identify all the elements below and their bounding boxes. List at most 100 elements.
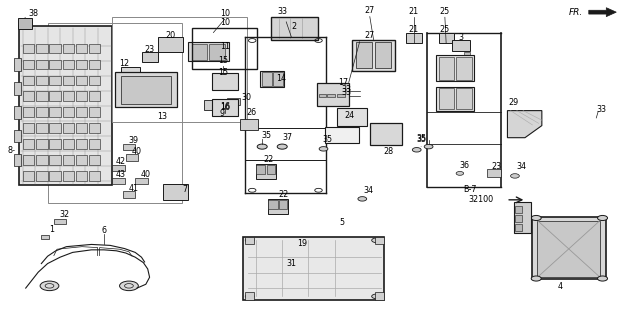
Bar xyxy=(439,57,455,80)
Bar xyxy=(89,60,100,69)
Circle shape xyxy=(125,284,134,288)
Bar xyxy=(112,165,125,171)
Bar xyxy=(63,76,74,85)
Circle shape xyxy=(285,252,295,258)
Bar xyxy=(89,92,100,101)
Bar xyxy=(48,23,182,203)
Text: 16: 16 xyxy=(219,103,229,112)
Bar xyxy=(439,33,455,43)
Bar xyxy=(436,87,473,111)
Text: 43: 43 xyxy=(116,170,126,179)
Bar xyxy=(23,44,34,53)
Bar xyxy=(89,155,100,165)
Bar xyxy=(188,42,229,61)
Circle shape xyxy=(531,215,541,220)
Text: 16: 16 xyxy=(219,102,229,111)
Bar xyxy=(63,92,74,101)
Text: 5: 5 xyxy=(340,218,345,227)
Bar xyxy=(36,76,48,85)
Bar xyxy=(515,224,522,231)
Text: 6: 6 xyxy=(102,226,107,235)
Circle shape xyxy=(358,197,367,201)
Bar xyxy=(356,42,372,68)
Circle shape xyxy=(120,281,139,291)
Polygon shape xyxy=(507,111,542,138)
Bar xyxy=(515,206,522,213)
Bar xyxy=(36,60,48,69)
Bar xyxy=(212,73,238,90)
Text: 37: 37 xyxy=(282,132,292,141)
Bar xyxy=(50,155,61,165)
Bar xyxy=(14,58,21,71)
Bar xyxy=(23,139,34,149)
Bar xyxy=(50,108,61,117)
Text: 41: 41 xyxy=(129,184,139,193)
Text: 40: 40 xyxy=(132,147,142,156)
Text: 38: 38 xyxy=(24,9,38,18)
Bar xyxy=(375,237,384,244)
Bar xyxy=(279,200,287,209)
Circle shape xyxy=(531,276,541,281)
Bar xyxy=(537,220,600,277)
Bar xyxy=(89,44,100,53)
Text: 15: 15 xyxy=(218,56,228,65)
Text: 19: 19 xyxy=(297,239,307,248)
Bar xyxy=(123,144,135,150)
Bar xyxy=(514,202,531,233)
Bar xyxy=(266,165,275,174)
Bar xyxy=(63,123,74,133)
Circle shape xyxy=(598,215,608,220)
Bar xyxy=(63,171,74,181)
Bar xyxy=(260,71,284,87)
Bar xyxy=(76,155,87,165)
Text: 35: 35 xyxy=(416,134,426,143)
Text: 9: 9 xyxy=(219,109,224,118)
Circle shape xyxy=(598,276,608,281)
Text: 13: 13 xyxy=(157,112,167,121)
Text: 35: 35 xyxy=(261,131,271,140)
Text: 8: 8 xyxy=(8,146,14,155)
Bar xyxy=(375,42,391,68)
Bar xyxy=(89,171,100,181)
Text: 7: 7 xyxy=(182,185,188,194)
Bar xyxy=(76,108,87,117)
Text: 2: 2 xyxy=(291,22,296,31)
Bar xyxy=(89,123,100,133)
Bar xyxy=(23,171,34,181)
Text: 21: 21 xyxy=(409,7,419,16)
Bar xyxy=(121,76,171,104)
Bar xyxy=(319,94,326,97)
Text: FR.: FR. xyxy=(569,8,583,17)
Text: 32100: 32100 xyxy=(468,195,494,204)
Bar xyxy=(112,178,125,184)
Text: 27: 27 xyxy=(365,6,375,15)
Text: 42: 42 xyxy=(116,157,126,166)
Bar xyxy=(123,191,135,198)
Circle shape xyxy=(277,144,287,149)
Text: 31: 31 xyxy=(287,259,297,268)
Text: 21: 21 xyxy=(409,25,419,34)
Bar xyxy=(142,52,158,62)
Circle shape xyxy=(372,238,381,243)
Bar xyxy=(41,235,49,239)
Bar xyxy=(63,108,74,117)
Bar xyxy=(50,139,61,149)
Bar xyxy=(135,178,148,184)
Bar xyxy=(89,108,100,117)
Bar xyxy=(63,155,74,165)
Bar xyxy=(243,237,384,300)
Circle shape xyxy=(45,284,54,288)
Bar xyxy=(14,130,21,142)
Bar xyxy=(240,119,258,130)
Text: 28: 28 xyxy=(384,147,394,156)
Bar xyxy=(212,100,238,116)
Text: 25: 25 xyxy=(440,25,450,34)
Bar xyxy=(453,40,470,51)
Bar xyxy=(327,94,335,97)
Bar xyxy=(23,92,34,101)
Text: 12: 12 xyxy=(120,59,130,68)
Text: 32: 32 xyxy=(60,210,70,219)
Circle shape xyxy=(277,270,285,274)
Bar xyxy=(337,108,367,125)
Bar xyxy=(14,154,21,166)
